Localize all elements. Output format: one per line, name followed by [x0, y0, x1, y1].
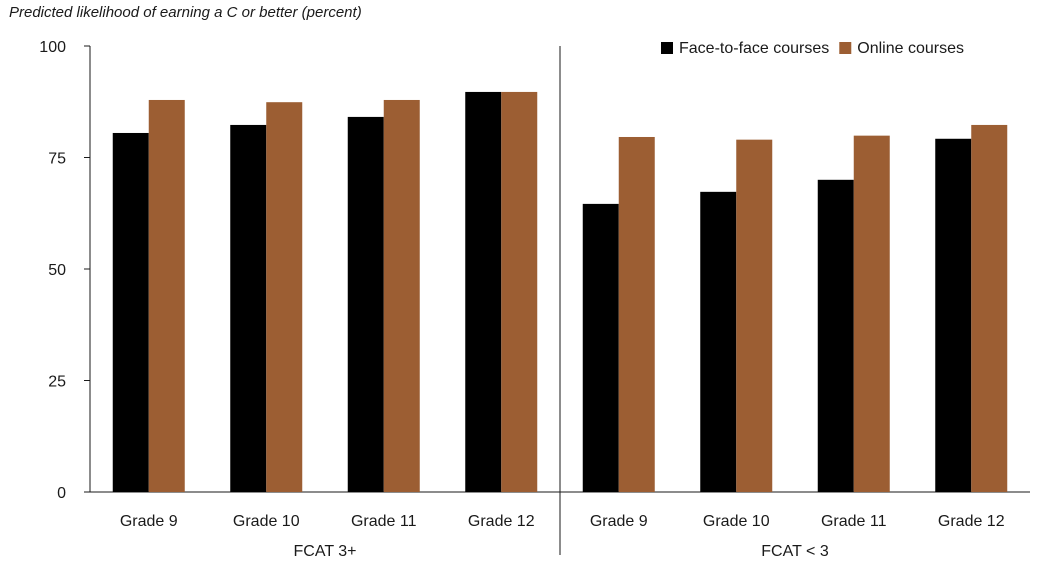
y-tick-label: 75: [48, 151, 66, 168]
bar-face-to-face: [347, 116, 384, 492]
bar-face-to-face: [935, 138, 972, 492]
bar-face-to-face: [230, 124, 267, 492]
legend-swatch: [661, 42, 673, 54]
x-tick-label: Grade 9: [120, 513, 178, 530]
group-label: FCAT 3+: [294, 543, 357, 560]
bar-face-to-face: [700, 191, 737, 493]
y-tick-label: 0: [57, 485, 66, 502]
x-tick-label: Grade 10: [703, 513, 770, 530]
y-tick-label: 50: [48, 262, 66, 279]
x-tick-label: Grade 11: [351, 513, 417, 530]
bar-online: [853, 135, 890, 492]
chart-bars: [112, 91, 1008, 493]
legend-swatch: [839, 42, 852, 54]
bar-online: [971, 124, 1008, 492]
bar-online: [618, 136, 655, 492]
y-tick-label: 100: [39, 39, 66, 56]
bar-online: [501, 91, 538, 493]
bar-online: [148, 99, 185, 492]
bar-face-to-face: [582, 203, 619, 492]
x-tick-label: Grade 10: [233, 513, 300, 530]
chart-labels: 0 25 50 75 100 Grade 9 Grade 10 Grade 11 Grade 1…: [39, 39, 1004, 560]
x-tick-label: Grade 12: [938, 513, 1005, 530]
y-tick-label: 25: [48, 374, 66, 391]
bar-online: [266, 102, 303, 493]
chart-title: Predicted likelihood of earning a C or b…: [9, 4, 362, 21]
bar-online: [383, 99, 420, 492]
bar-face-to-face: [112, 132, 149, 492]
legend-label: Face-to-face courses: [679, 40, 829, 57]
bar-face-to-face: [465, 91, 502, 493]
bar-face-to-face: [817, 179, 854, 493]
x-tick-label: Grade 11: [821, 513, 887, 530]
x-tick-label: Grade 9: [590, 513, 648, 530]
group-label: FCAT < 3: [761, 543, 829, 560]
legend-label: Online courses: [857, 40, 964, 57]
bar-online: [736, 139, 773, 492]
x-tick-label: Grade 12: [468, 513, 535, 530]
chart-legend: Face-to-face courses Online courses: [661, 40, 964, 57]
